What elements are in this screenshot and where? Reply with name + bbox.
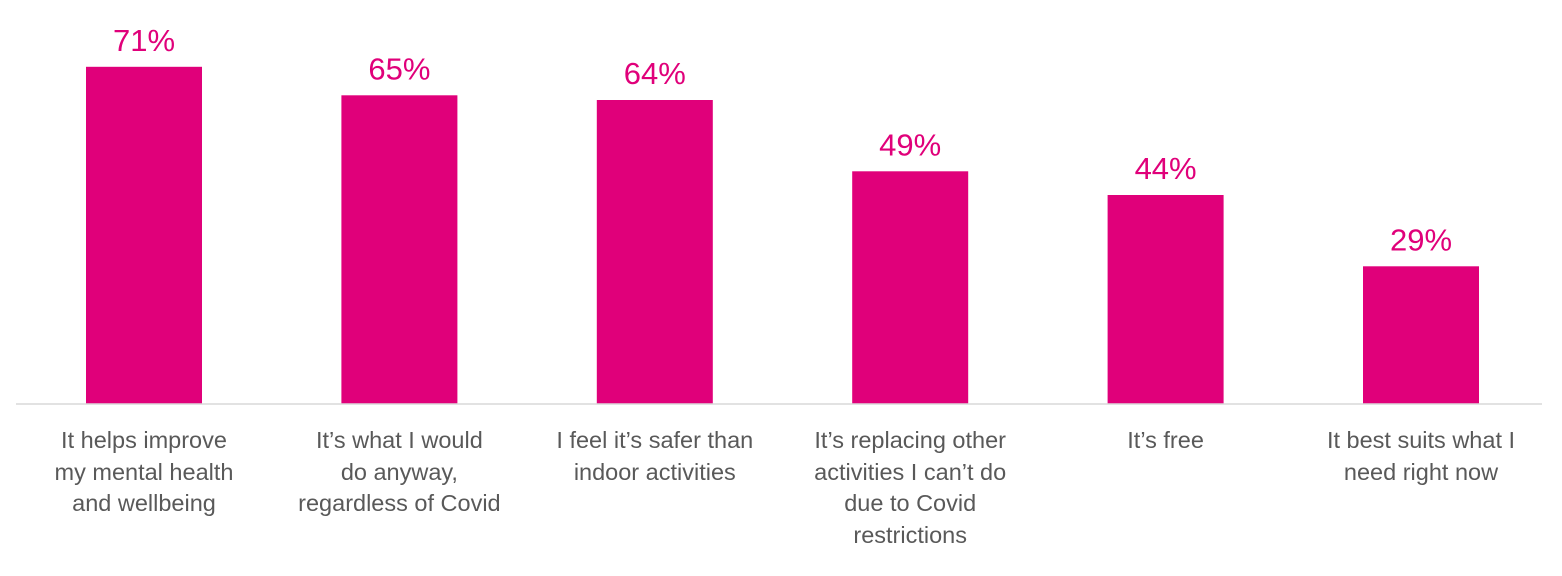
bar-2 (341, 95, 458, 405)
category-label-5: It’s free (1127, 427, 1204, 453)
bar-3 (596, 100, 713, 404)
bars-group (86, 66, 1479, 405)
value-labels-group: 71% 65% 64% 49% 44% 29% (113, 23, 1452, 257)
category-label-4: It’s replacing other activities I can’t … (814, 427, 1007, 548)
value-label-4: 49% (879, 127, 941, 162)
category-label-2: It’s what I would do anyway, regardless … (298, 427, 501, 516)
category-label-3: I feel it’s safer than indoor activities (556, 427, 754, 485)
bar-6 (1363, 266, 1479, 405)
bar-5 (1107, 195, 1224, 404)
bar-1 (86, 66, 202, 405)
value-label-1: 71% (113, 23, 175, 58)
bar-4 (852, 171, 969, 405)
category-label-1: It helps improve my mental health and we… (54, 427, 234, 516)
value-label-6: 29% (1390, 222, 1452, 257)
value-label-2: 65% (368, 51, 430, 86)
value-label-3: 64% (624, 56, 686, 91)
value-label-5: 44% (1135, 151, 1197, 186)
category-label-6: It best suits what I need right now (1326, 427, 1516, 485)
